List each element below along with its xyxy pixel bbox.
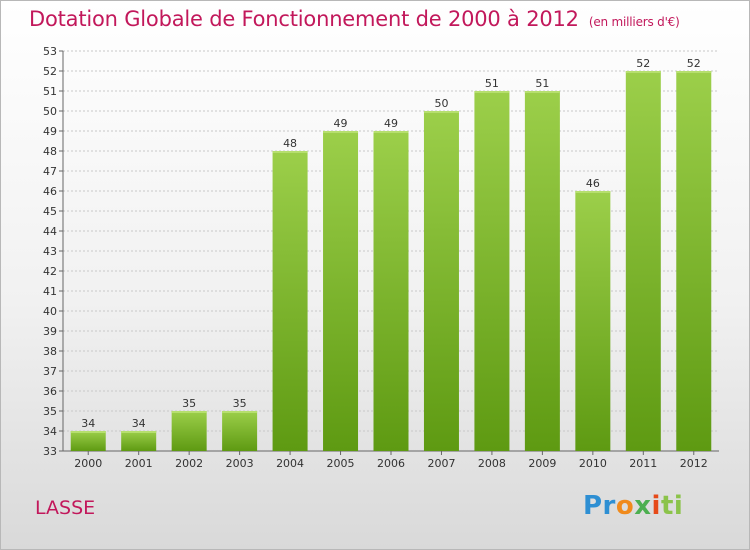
bar-top-highlight <box>70 431 106 433</box>
logo-part-5: ti <box>660 491 684 521</box>
bars <box>70 71 712 451</box>
bar <box>171 411 207 451</box>
x-tick-label: 2008 <box>478 457 506 470</box>
y-tick-label: 45 <box>43 205 57 218</box>
bar-top-highlight <box>222 411 258 413</box>
bar <box>70 431 106 451</box>
bar-value-label: 35 <box>182 397 196 410</box>
y-tick-label: 34 <box>43 425 57 438</box>
bar-top-highlight <box>524 91 560 93</box>
y-tick-label: 36 <box>43 385 57 398</box>
bar <box>676 71 712 451</box>
y-tick-label: 52 <box>43 65 57 78</box>
y-tick-label: 40 <box>43 305 57 318</box>
bar <box>373 131 409 451</box>
bar-value-label: 52 <box>636 57 650 70</box>
bar <box>575 191 611 451</box>
bar <box>121 431 157 451</box>
x-tick-label: 2005 <box>327 457 355 470</box>
bar-value-label: 51 <box>485 77 499 90</box>
x-tick-label: 2002 <box>175 457 203 470</box>
x-tick-label: 2004 <box>276 457 304 470</box>
bar-top-highlight <box>272 151 308 153</box>
bar-value-label: 48 <box>283 137 297 150</box>
logo-part-3: x <box>634 491 652 521</box>
x-tick-label: 2006 <box>377 457 405 470</box>
commune-name: LASSE <box>35 497 96 519</box>
y-tick-label: 43 <box>43 245 57 258</box>
bar-top-highlight <box>625 71 661 73</box>
proxiti-logo[interactable]: Proxiti <box>583 491 683 521</box>
y-tick-label: 53 <box>43 45 57 58</box>
x-tick-label: 2000 <box>74 457 102 470</box>
x-tick-label: 2003 <box>226 457 254 470</box>
y-tick-label: 44 <box>43 225 57 238</box>
logo-part-2: o <box>615 491 635 521</box>
bar <box>423 111 459 451</box>
bar-value-label: 35 <box>233 397 247 410</box>
y-tick-label: 46 <box>43 185 57 198</box>
x-tick-label: 2010 <box>579 457 607 470</box>
x-tick-label: 2009 <box>528 457 556 470</box>
logo-part-1: Pr <box>583 491 616 521</box>
bar-value-label: 51 <box>535 77 549 90</box>
bar-top-highlight <box>474 91 510 93</box>
bar-value-label: 49 <box>334 117 348 130</box>
logo-part-4: i <box>651 491 661 521</box>
chart-title: Dotation Globale de Fonctionnement de 20… <box>29 7 680 31</box>
y-tick-label: 33 <box>43 445 57 458</box>
y-tick-label: 49 <box>43 125 57 138</box>
bar-value-label: 49 <box>384 117 398 130</box>
bar-value-label: 34 <box>81 417 95 430</box>
bar <box>625 71 661 451</box>
bar-top-highlight <box>676 71 712 73</box>
y-tick-label: 35 <box>43 405 57 418</box>
bar-top-highlight <box>423 111 459 113</box>
bar <box>474 91 510 451</box>
y-tick-label: 41 <box>43 285 57 298</box>
bar-top-highlight <box>121 431 157 433</box>
x-tick-label: 2011 <box>629 457 657 470</box>
x-tick-label: 2001 <box>125 457 153 470</box>
bar <box>524 91 560 451</box>
labels: 33 34 35 36 37 38 39 40 41 42 43 44 45 46 47 48 49 50 51 52… <box>43 45 708 470</box>
x-tick-label: 2012 <box>680 457 708 470</box>
bar-top-highlight <box>323 131 359 133</box>
bar-value-label: 50 <box>434 97 448 110</box>
y-tick-label: 47 <box>43 165 57 178</box>
x-tick-label: 2007 <box>427 457 455 470</box>
bar-top-highlight <box>171 411 207 413</box>
y-tick-label: 50 <box>43 105 57 118</box>
bar-value-label: 52 <box>687 57 701 70</box>
bar <box>272 151 308 451</box>
chart-title-text: Dotation Globale de Fonctionnement de 20… <box>29 7 579 31</box>
y-tick-label: 38 <box>43 345 57 358</box>
bar-top-highlight <box>373 131 409 133</box>
y-tick-label: 42 <box>43 265 57 278</box>
bar-top-highlight <box>575 191 611 193</box>
bar-value-label: 34 <box>132 417 146 430</box>
chart-unit: (en milliers d'€) <box>588 15 680 29</box>
bar <box>323 131 359 451</box>
y-tick-label: 51 <box>43 85 57 98</box>
y-tick-label: 39 <box>43 325 57 338</box>
y-tick-label: 37 <box>43 365 57 378</box>
y-tick-label: 48 <box>43 145 57 158</box>
bar <box>222 411 258 451</box>
bar-value-label: 46 <box>586 177 600 190</box>
